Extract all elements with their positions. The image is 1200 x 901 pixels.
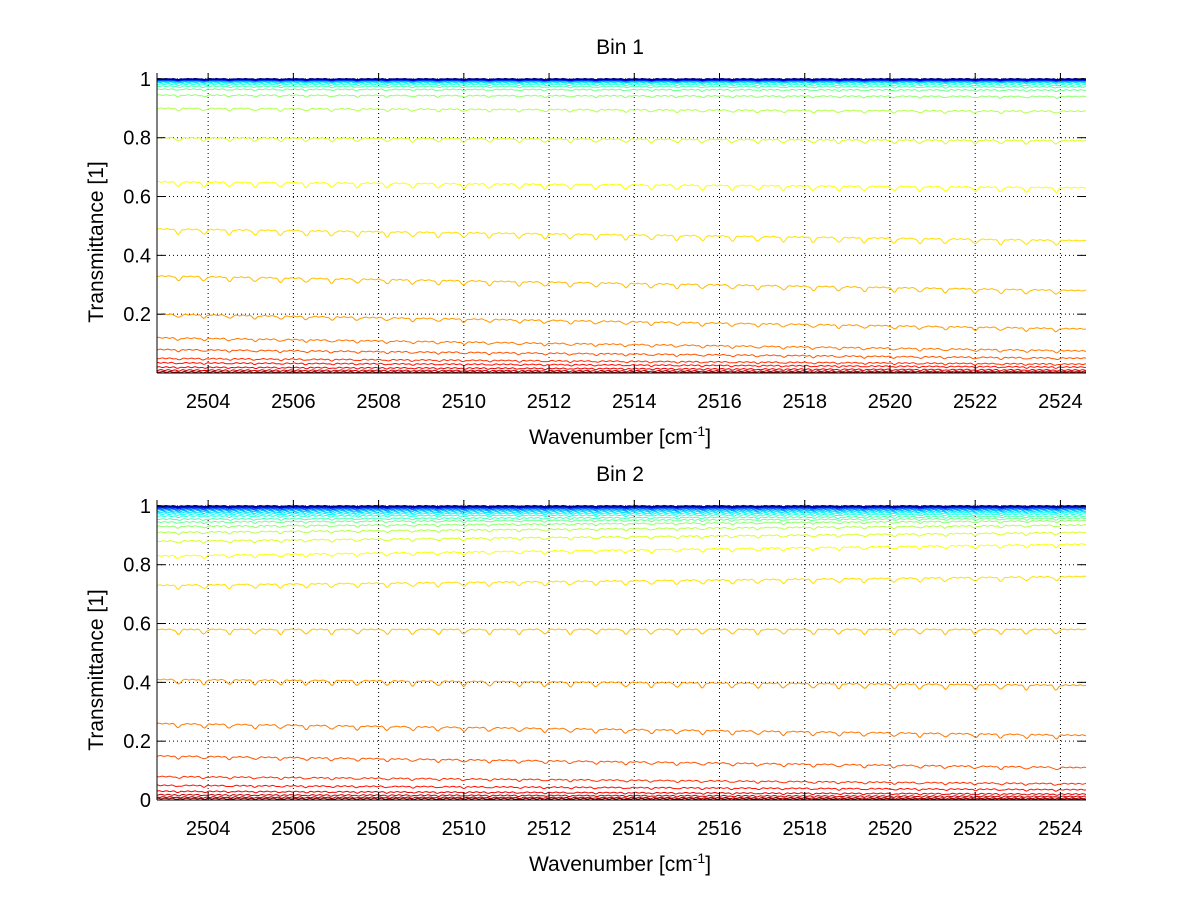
series-line [157, 107, 1086, 115]
y-tick-label: 0.4 [123, 672, 151, 694]
series-line [157, 519, 1086, 529]
series-line [157, 366, 1086, 372]
series-line [157, 722, 1086, 740]
x-tick-label: 2512 [527, 391, 572, 413]
series-line [157, 678, 1086, 691]
grid [157, 500, 1086, 800]
series-line [157, 511, 1086, 516]
x-tick-label: 2512 [527, 818, 572, 840]
series-line [157, 361, 1086, 369]
series-line [157, 531, 1086, 544]
series-line [157, 88, 1086, 93]
x-axis-label-sup: -1 [693, 850, 706, 866]
series-line [157, 513, 1086, 519]
series-line [157, 754, 1086, 771]
series-line [157, 543, 1086, 559]
x-axis-label-sup: -1 [693, 423, 706, 439]
chart-title: Bin 2 [596, 463, 644, 486]
subplot-bin-1: Bin 1 Transmittance [1] Wavenumber [cm-1… [85, 36, 1086, 449]
x-axis-label-main: Wavenumber [cm [529, 853, 693, 876]
x-tick-label: 2516 [697, 818, 742, 840]
series-group [157, 77, 1086, 373]
x-tick-label: 2514 [612, 818, 657, 840]
x-tick-label: 2506 [271, 391, 316, 413]
series-line [157, 793, 1086, 799]
x-tick-label: 2522 [953, 391, 998, 413]
series-line [157, 515, 1086, 521]
x-axis-label: Wavenumber [cm-1] [529, 423, 711, 449]
series-line [157, 80, 1086, 84]
y-tick-label: 0.6 [123, 614, 151, 636]
series-line [157, 136, 1086, 145]
x-tick-label: 2510 [442, 391, 487, 413]
x-tick-label: 2518 [782, 818, 827, 840]
subplot-bin-2: Bin 2 Transmittance [1] Wavenumber [cm-1… [85, 463, 1086, 876]
x-tick-label: 2504 [186, 391, 231, 413]
x-tick-label: 2510 [442, 818, 487, 840]
series-line [157, 83, 1086, 87]
series-line [157, 78, 1086, 82]
x-tick-label: 2504 [186, 818, 231, 840]
x-axis-label-end: ] [705, 426, 711, 449]
x-tick-label: 2516 [697, 391, 742, 413]
series-line [157, 796, 1086, 800]
x-axis-label-end: ] [705, 853, 711, 876]
grid [157, 73, 1086, 373]
y-tick-label: 0.8 [123, 128, 151, 150]
x-tick-label: 2524 [1038, 818, 1083, 840]
x-tick-label: 2508 [356, 818, 401, 840]
series-line [157, 790, 1086, 796]
series-line [157, 357, 1086, 366]
x-tick-label: 2524 [1038, 391, 1083, 413]
series-line [157, 336, 1086, 354]
series-line [157, 524, 1086, 535]
series-line [157, 313, 1086, 333]
series-line [157, 509, 1086, 513]
series-group [157, 504, 1086, 800]
series-line [157, 180, 1086, 193]
series-line [157, 775, 1086, 786]
x-tick-label: 2520 [868, 391, 913, 413]
series-line [157, 275, 1086, 295]
series-line [157, 94, 1086, 99]
series-line [157, 77, 1086, 81]
series-line [157, 506, 1086, 510]
series-line [157, 575, 1086, 590]
x-axis-label-main: Wavenumber [cm [529, 426, 693, 449]
x-tick-label: 2506 [271, 818, 316, 840]
series-line [157, 505, 1086, 509]
series-line [157, 517, 1086, 525]
x-axis-label: Wavenumber [cm-1] [529, 850, 711, 876]
x-tick-label: 2520 [868, 818, 913, 840]
x-tick-label: 2514 [612, 391, 657, 413]
x-tick-label: 2522 [953, 818, 998, 840]
x-tick-label: 2508 [356, 391, 401, 413]
y-tick-label: 1 [140, 69, 151, 91]
y-tick-label: 0.6 [123, 187, 151, 209]
y-tick-label: 1 [140, 496, 151, 518]
y-axis-label: Transmittance [1] [85, 589, 108, 750]
series-line [157, 510, 1086, 515]
series-line [157, 85, 1086, 89]
series-line [157, 628, 1086, 636]
y-axis-label: Transmittance [1] [85, 161, 108, 322]
series-line [157, 504, 1086, 508]
y-tick-label: 0.4 [123, 245, 151, 267]
series-line [157, 369, 1086, 373]
y-tick-label: 0 [140, 790, 151, 812]
series-line [157, 227, 1086, 246]
x-tick-label: 2518 [782, 391, 827, 413]
chart-title: Bin 1 [596, 36, 644, 59]
y-tick-label: 0.2 [123, 731, 151, 753]
series-line [157, 348, 1086, 361]
y-tick-label: 0.8 [123, 555, 151, 577]
y-tick-label: 0.2 [123, 304, 151, 326]
series-line [157, 784, 1086, 792]
